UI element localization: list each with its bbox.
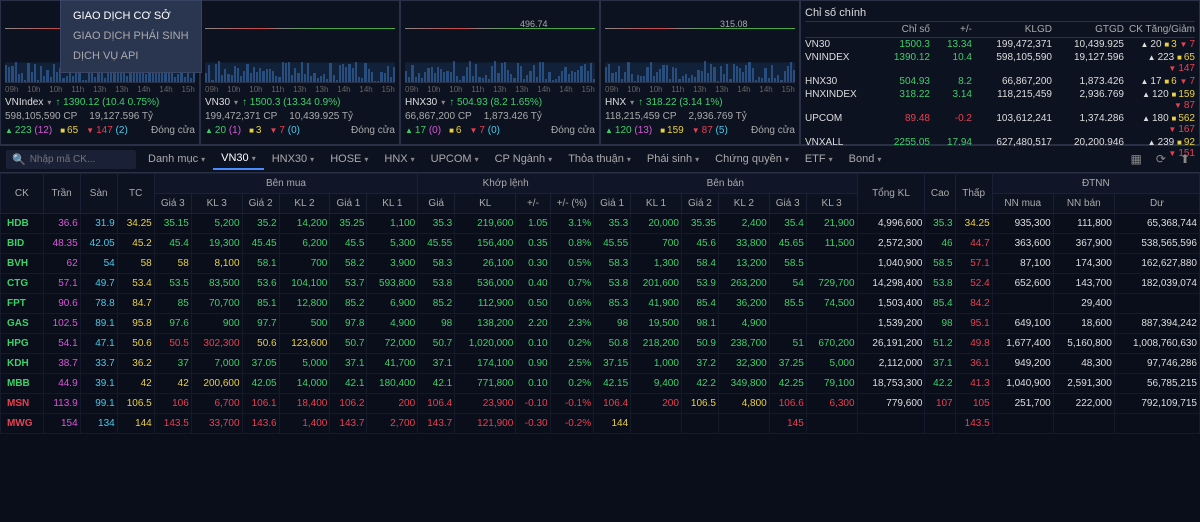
col-thap[interactable]: Thấp xyxy=(955,174,992,214)
tab-Thỏa thuận[interactable]: Thỏa thuận ▾ xyxy=(560,148,639,170)
table-row[interactable]: BID 48.3542.0545.2 45.419,300 45.456,200… xyxy=(1,234,1200,254)
menu-item-base[interactable]: GIAO DỊCH CƠ SỞ xyxy=(73,7,189,27)
chart-HNX[interactable]: 315.08 09h10h10h11h13h13h14h14h15h HNX▾ … xyxy=(600,0,800,145)
col-san[interactable]: Sàn xyxy=(80,174,117,214)
tab-HNX30[interactable]: HNX30 ▾ xyxy=(264,148,322,170)
table-row[interactable]: KDH 38.733.736.2 377,000 37.055,000 37.1… xyxy=(1,354,1200,374)
refresh-icon[interactable]: ⟳ xyxy=(1152,150,1170,168)
trading-menu: GIAO DỊCH CƠ SỞ GIAO DỊCH PHÁI SINH DỊCH… xyxy=(60,0,202,73)
col-tongkl[interactable]: Tổng KL xyxy=(857,174,925,214)
table-row[interactable]: CTG 57.149.753.4 53.583,500 53.6104,100 … xyxy=(1,274,1200,294)
chart-VN30[interactable]: 09h10h10h11h13h13h14h14h15h VN30▾ ↑ 1500… xyxy=(200,0,400,145)
table-row[interactable]: MBB 44.939.142 42200,600 42.0514,000 42.… xyxy=(1,374,1200,394)
index-row[interactable]: HNXINDEX318.223.14118,215,4592,936.769 1… xyxy=(805,88,1195,112)
index-panel-title: Chỉ số chính xyxy=(805,5,1195,22)
table-row[interactable]: MWG 154134144 143.533,700 143.61,400 143… xyxy=(1,414,1200,434)
charts-row: GIAO DỊCH CƠ SỞ GIAO DỊCH PHÁI SINH DỊCH… xyxy=(0,0,1200,145)
index-panel: Chỉ số chính Chỉ số+/-KLGDGTGDCK Tăng/Gi… xyxy=(800,0,1200,145)
search-box[interactable]: 🔍 xyxy=(6,150,136,169)
index-row[interactable]: UPCOM89.48-0.2103,612,2411,374.286 180 5… xyxy=(805,112,1195,136)
col-tc[interactable]: TC xyxy=(117,174,154,214)
col-dtnn: ĐTNN xyxy=(992,174,1199,194)
table-row[interactable]: FPT 90.678.884.7 8570,700 85.112,800 85.… xyxy=(1,294,1200,314)
index-row[interactable]: VN301500.313.34199,472,37110,439.925 20 … xyxy=(805,38,1195,51)
price-table-wrap: CK Trần Sàn TC Bên mua Khớp lệnh Bên bán… xyxy=(0,173,1200,522)
index-row[interactable]: HNX30504.938.266,867,2001,873.426 17 6 7 xyxy=(805,75,1195,88)
price-table: CK Trần Sàn TC Bên mua Khớp lệnh Bên bán… xyxy=(0,173,1200,434)
tab-CP Ngành[interactable]: CP Ngành ▾ xyxy=(487,148,561,170)
tab-Chứng quyền[interactable]: Chứng quyền ▾ xyxy=(707,148,797,170)
col-benmua: Bên mua xyxy=(154,174,417,194)
search-icon: 🔍 xyxy=(12,153,26,166)
grid-icon[interactable]: ▦ xyxy=(1127,150,1146,168)
tab-UPCOM[interactable]: UPCOM ▾ xyxy=(423,148,487,170)
tab-HNX[interactable]: HNX ▾ xyxy=(376,148,422,170)
up-arrow-icon[interactable]: ⬆ xyxy=(1176,150,1194,168)
table-row[interactable]: HPG 54.147.150.6 50.5302,300 50.6123,600… xyxy=(1,334,1200,354)
index-header: Chỉ số+/-KLGDGTGDCK Tăng/Giảm xyxy=(805,22,1195,38)
table-row[interactable]: GAS 102.589.195.8 97.6900 97.7500 97.84,… xyxy=(1,314,1200,334)
search-input[interactable] xyxy=(30,154,130,165)
tab-HOSE[interactable]: HOSE ▾ xyxy=(322,148,376,170)
tab-Bond[interactable]: Bond ▾ xyxy=(841,148,890,170)
col-benban: Bên bán xyxy=(594,174,857,194)
col-cao[interactable]: Cao xyxy=(925,174,955,214)
tab-Danh mục[interactable]: Danh mục ▾ xyxy=(140,148,213,170)
table-row[interactable]: HDB 36.631.934.25 35.155,200 35.214,200 … xyxy=(1,214,1200,234)
tab-Phái sinh[interactable]: Phái sinh ▾ xyxy=(639,148,707,170)
col-tran[interactable]: Trần xyxy=(43,174,80,214)
tab-ETF[interactable]: ETF ▾ xyxy=(797,148,841,170)
col-khoplenh: Khớp lệnh xyxy=(418,174,594,194)
tab-VN30[interactable]: VN30 ▾ xyxy=(213,148,264,170)
table-row[interactable]: MSN 113.999.1106.5 1066,700 106.118,400 … xyxy=(1,394,1200,414)
menu-item-api[interactable]: DỊCH VỤ API xyxy=(73,47,189,67)
col-ck[interactable]: CK xyxy=(1,174,44,214)
table-row[interactable]: BVH 625458 588,100 58.1700 58.23,900 58.… xyxy=(1,254,1200,274)
index-row[interactable]: VNINDEX1390.1210.4598,105,59019,127.596 … xyxy=(805,51,1195,75)
chart-HNX30[interactable]: 496.74 09h10h10h11h13h13h14h14h15h HNX30… xyxy=(400,0,600,145)
menu-item-deriv[interactable]: GIAO DỊCH PHÁI SINH xyxy=(73,27,189,47)
